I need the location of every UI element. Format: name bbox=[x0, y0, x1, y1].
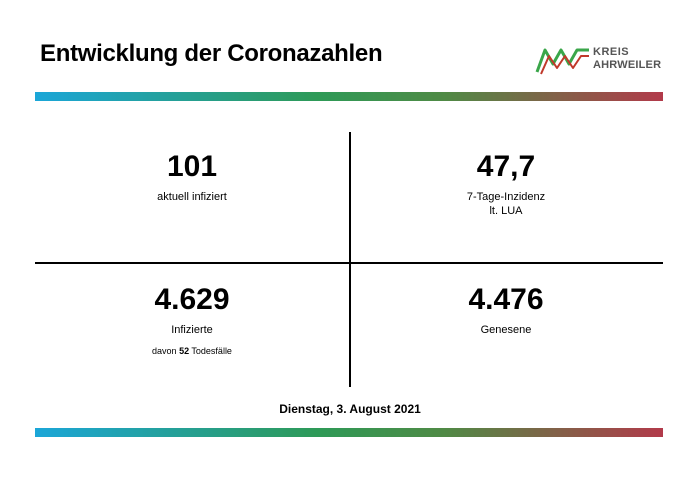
deaths-note-prefix: davon bbox=[152, 346, 180, 356]
recovered-label: Genesene bbox=[480, 324, 532, 336]
logo-line-1: KREIS bbox=[593, 46, 630, 58]
total-infected-label: Infizierte bbox=[171, 324, 213, 336]
bottom-gradient-bar bbox=[35, 428, 663, 437]
deaths-note-suffix: Todesfälle bbox=[189, 346, 232, 356]
top-gradient-bar bbox=[35, 92, 663, 101]
incidence-source: lt. LUA bbox=[489, 205, 523, 217]
incidence-label: 7-Tage-Inzidenz bbox=[466, 191, 546, 203]
horizontal-divider bbox=[35, 262, 663, 264]
logo-mark-icon bbox=[535, 48, 589, 75]
recovered-panel: 4.476 Genesene bbox=[349, 283, 663, 337]
infected-now-value: 101 bbox=[166, 150, 218, 183]
deaths-count: 52 bbox=[179, 346, 190, 356]
report-date: Dienstag, 3. August 2021 bbox=[279, 402, 421, 416]
total-infected-panel: 4.629 Infizierte davon 52 Todesfälle bbox=[35, 283, 349, 357]
recovered-value: 4.476 bbox=[468, 283, 544, 316]
total-infected-value: 4.629 bbox=[154, 283, 230, 316]
logo-line-2: AHRWEILER bbox=[593, 59, 662, 71]
kreis-ahrweiler-logo: KREIS AHRWEILER bbox=[535, 42, 665, 76]
incidence-value: 47,7 bbox=[476, 150, 536, 183]
page-title: Entwicklung der Coronazahlen bbox=[40, 40, 383, 67]
vertical-divider bbox=[349, 132, 351, 387]
incidence-panel: 47,7 7-Tage-Inzidenz lt. LUA bbox=[349, 150, 663, 218]
infected-now-panel: 101 aktuell infiziert bbox=[35, 150, 349, 204]
deaths-note: davon 52 Todesfälle bbox=[35, 345, 349, 357]
infected-now-label: aktuell infiziert bbox=[157, 191, 227, 203]
